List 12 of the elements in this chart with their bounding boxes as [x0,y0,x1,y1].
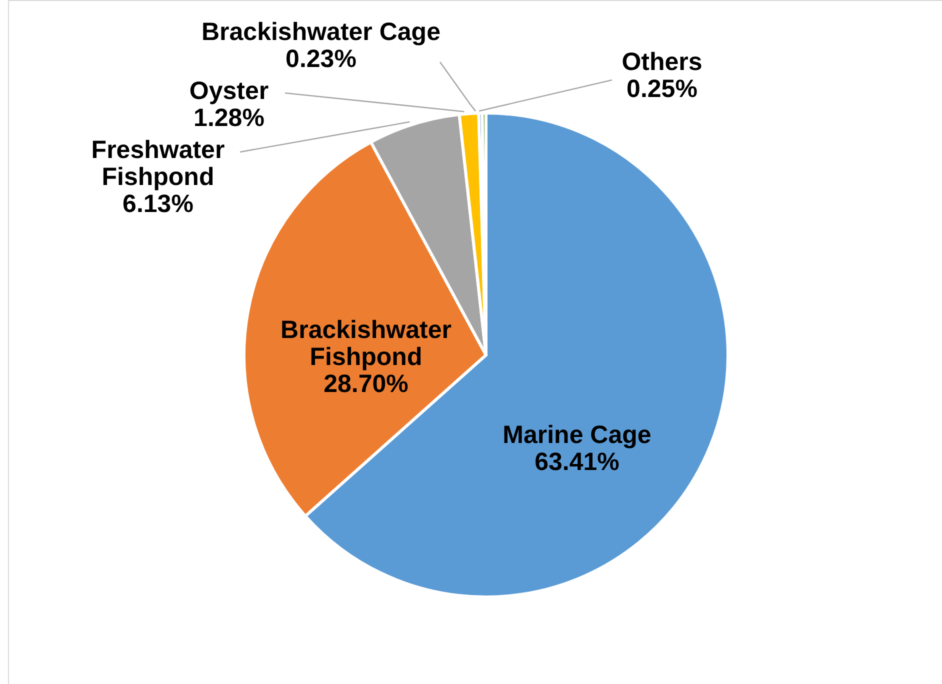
slice-label: Brackishwater Cage [201,18,441,46]
data-label: 63.41% [534,448,620,476]
slice-label: Oyster [189,77,269,105]
data-label: 6.13% [122,190,194,218]
slice-label: Freshwater Fishpond [91,136,225,191]
slice-label: Others [622,48,702,76]
data-label: 0.23% [286,45,356,73]
data-label: 0.25% [626,75,698,103]
data-label: 28.70% [324,370,408,398]
data-label: 1.28% [194,104,264,132]
slice-label: Brackishwater Fishpond [280,316,452,371]
slice-label: Marine Cage [502,421,652,449]
